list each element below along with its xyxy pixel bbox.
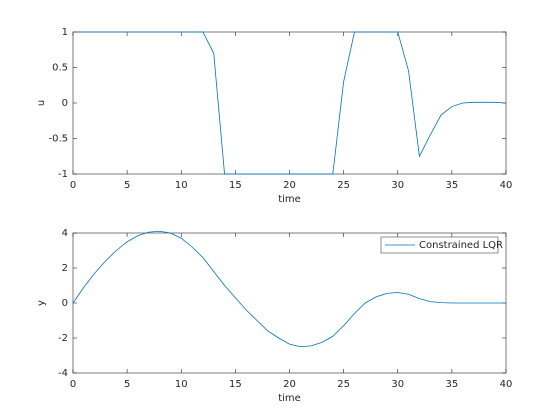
y-tick-label: 2 — [62, 263, 68, 274]
x-tick-label: 15 — [229, 379, 242, 390]
x-tick-label: 5 — [124, 180, 130, 191]
data-line — [72, 230, 506, 348]
y-axis-label: y — [36, 300, 47, 306]
x-tick-label: 0 — [70, 379, 76, 390]
x-tick-label: 5 — [124, 379, 130, 390]
legend-box — [380, 236, 499, 254]
x-tick-label: 30 — [391, 379, 404, 390]
x-tick-label: 35 — [446, 180, 459, 191]
x-axis-label: time — [278, 194, 301, 205]
x-tick-label: 15 — [229, 180, 242, 191]
y-axis-label: u — [36, 100, 47, 106]
x-tick-label: 40 — [500, 379, 513, 390]
axes-box — [72, 232, 507, 374]
x-axis-label: time — [278, 393, 301, 404]
x-tick-label: 25 — [337, 379, 350, 390]
x-tick-label: 10 — [175, 180, 188, 191]
x-tick-label: 35 — [446, 379, 459, 390]
y-tick-label: -4 — [58, 368, 68, 379]
x-tick-label: 0 — [70, 180, 76, 191]
y-tick-label: 4 — [62, 228, 68, 239]
y-tick-label: -1 — [58, 169, 68, 180]
x-tick-label: 10 — [175, 379, 188, 390]
axes-box — [72, 31, 507, 175]
x-tick-label: 40 — [500, 180, 513, 191]
y-tick-label: 0 — [62, 298, 68, 309]
x-tick-label: 20 — [283, 180, 296, 191]
data-line — [73, 31, 507, 175]
x-tick-label: 30 — [391, 180, 404, 191]
x-tick-label: 25 — [337, 180, 350, 191]
y-tick-label: 0 — [62, 98, 68, 109]
legend-label: Constrained LQR — [419, 240, 503, 251]
y-tick-label: 0.5 — [52, 63, 68, 74]
y-tick-label: -2 — [58, 333, 68, 344]
y-tick-label: -0.5 — [48, 134, 68, 145]
y-tick-label: 1 — [62, 27, 68, 38]
x-tick-label: 20 — [283, 379, 296, 390]
